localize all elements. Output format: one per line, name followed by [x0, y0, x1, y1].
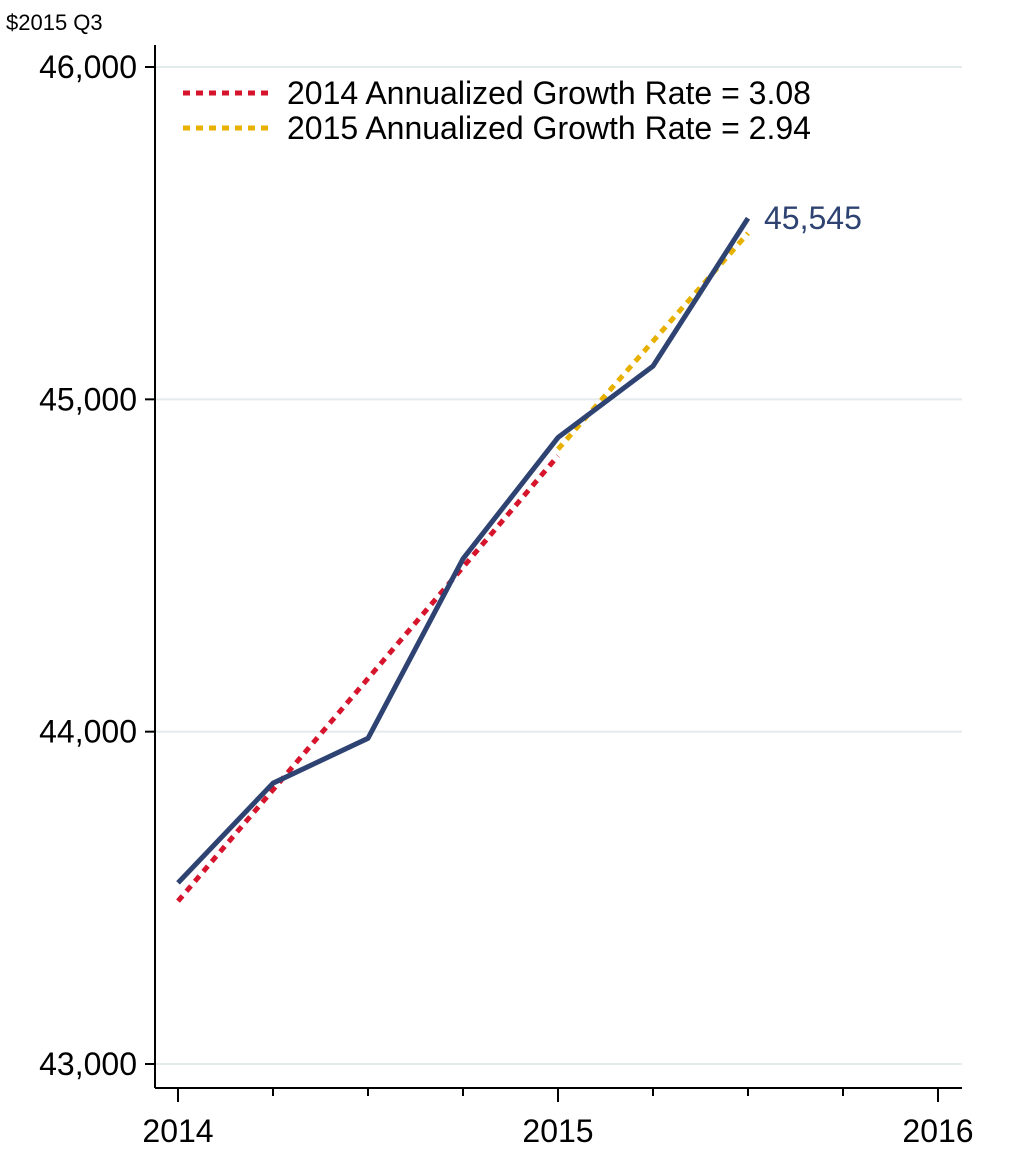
x-tick-label: 2014	[142, 1113, 213, 1149]
legend-label: 2014 Annualized Growth Rate = 3.08	[287, 75, 811, 111]
x-tick-label: 2016	[902, 1113, 973, 1149]
y-tick-label: 43,000	[39, 1046, 137, 1082]
y-unit-label: $2015 Q3	[6, 10, 103, 35]
x-axis-ticks: 2014 2015 2016	[142, 1088, 974, 1149]
trend-line	[176, 454, 560, 903]
series-line	[176, 216, 751, 885]
y-tick-label: 46,000	[39, 49, 137, 85]
legend-label: 2015 Annualized Growth Rate = 2.94	[287, 110, 811, 146]
y-axis-ticks: 43,000 44,000 45,000 46,000	[39, 49, 155, 1082]
end-value-label: 45,545	[764, 200, 862, 236]
series: 45,545	[176, 200, 862, 903]
y-tick-label: 44,000	[39, 714, 137, 750]
y-tick-label: 45,000	[39, 381, 137, 417]
grid-lines	[156, 66, 962, 1065]
x-tick-label: 2015	[522, 1113, 593, 1149]
